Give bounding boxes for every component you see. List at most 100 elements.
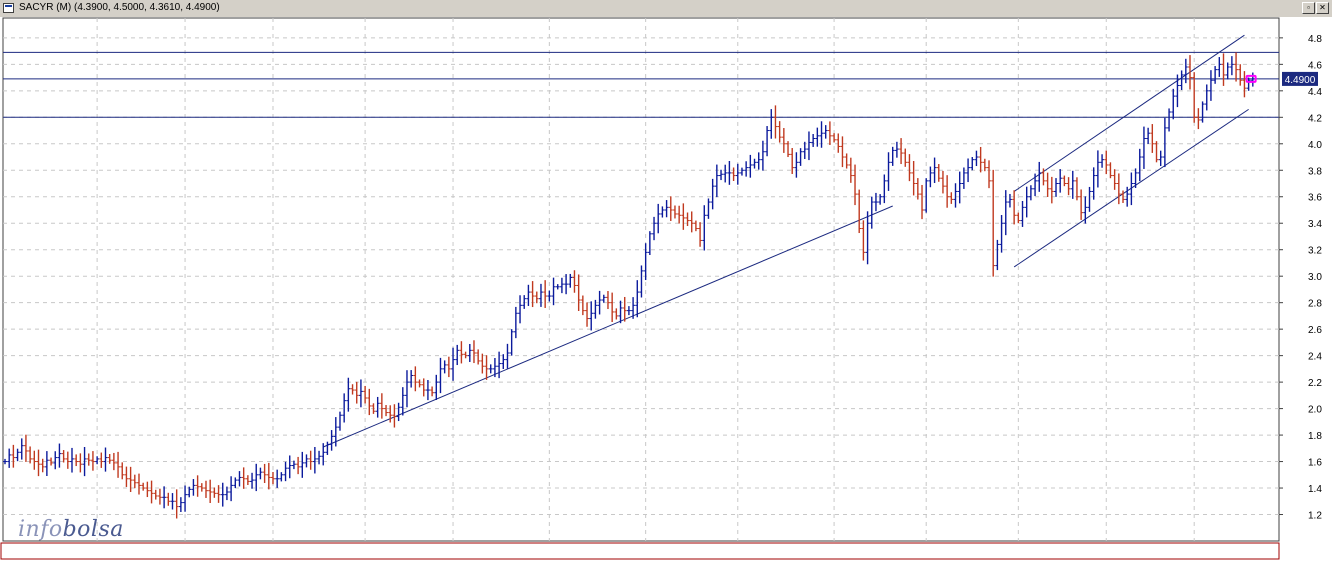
ohlc-bar — [1074, 177, 1079, 201]
ohlc-bar — [1070, 170, 1075, 199]
y-tick-label: 4.8 — [1308, 34, 1322, 45]
ohlc-bar — [1146, 127, 1151, 144]
ohlc-bar — [631, 297, 636, 319]
ohlc-bar — [254, 463, 259, 492]
ohlc-bar — [413, 366, 418, 392]
ohlc-bar — [296, 456, 301, 475]
ohlc-bar — [840, 136, 845, 168]
ohlc-bar — [400, 387, 405, 416]
window-title: SACYR (M) (4.3900, 4.5000, 4.3610, 4.490… — [19, 2, 220, 13]
ohlc-bar — [1062, 175, 1067, 187]
ohlc-bar — [765, 126, 770, 157]
ohlc-bar — [974, 150, 979, 167]
ohlc-bar — [203, 480, 208, 498]
ohlc-bar — [731, 167, 736, 181]
ohlc-bar — [991, 169, 996, 277]
ohlc-bar — [518, 295, 523, 324]
ohlc-bar — [379, 393, 384, 419]
ohlc-bar — [656, 203, 661, 234]
ohlc-bar — [961, 167, 966, 189]
chart-window-icon — [3, 3, 14, 13]
y-axis: 1.2 1.4 1.6 1.8 2.0 2.2 2.4 2.6 2.8 3.0 3.2 3.4 3.6 3… — [1279, 34, 1322, 522]
y-tick-label: 4.6 — [1308, 60, 1322, 71]
ohlc-bar — [894, 141, 899, 158]
restore-button[interactable]: ▫ — [1302, 2, 1315, 14]
ohlc-bar — [660, 206, 665, 218]
ohlc-bar — [224, 486, 229, 501]
ohlc-bar — [471, 340, 476, 364]
ohlc-bar — [987, 160, 992, 189]
ohlc-bar — [1213, 66, 1218, 84]
ohlc-bar — [790, 148, 795, 174]
ohlc-bar — [492, 358, 497, 378]
ohlc-bar — [1045, 172, 1050, 198]
ohlc-bar — [1188, 55, 1193, 90]
ohlc-bar — [685, 212, 690, 227]
ohlc-bar — [317, 450, 322, 465]
ohlc-bar — [1100, 154, 1105, 168]
ohlc-bar — [928, 166, 933, 188]
ohlc-bar — [1229, 56, 1234, 76]
ohlc-bar — [585, 302, 590, 327]
ohlc-bar — [564, 274, 569, 295]
ohlc-bar — [869, 196, 874, 229]
ohlc-bar — [1171, 88, 1176, 120]
ohlc-bar — [1250, 72, 1255, 87]
ohlc-bar — [103, 447, 108, 472]
ohlc-bar — [1054, 178, 1059, 197]
ohlc-bar — [786, 141, 791, 158]
ohlc-bar — [1003, 190, 1008, 236]
ohlc-bar — [65, 451, 70, 469]
ohlc-bar — [480, 353, 485, 374]
y-tick-label: 3.6 — [1308, 193, 1322, 204]
chart-area[interactable]: 1.2 1.4 1.6 1.8 2.0 2.2 2.4 2.6 2.8 3.0 3.2 3.4 3.6 3… — [0, 17, 1332, 561]
ohlc-bar — [593, 299, 598, 319]
y-tick-label: 2.2 — [1308, 378, 1322, 389]
y-tick-label: 3.8 — [1308, 166, 1322, 177]
ohlc-bar — [1246, 77, 1251, 91]
ohlc-bar — [61, 450, 66, 463]
ohlc-bar — [275, 469, 280, 488]
price-bars — [3, 52, 1255, 519]
ohlc-bar — [551, 277, 556, 306]
ohlc-bar — [287, 455, 292, 479]
ohlc-bar — [957, 171, 962, 204]
ohlc-bar — [174, 489, 179, 519]
ohlc-bar — [714, 164, 719, 198]
ohlc-bar — [1141, 126, 1146, 169]
ohlc-bar — [11, 444, 16, 468]
ohlc-bar — [1221, 53, 1226, 86]
ohlc-bar — [1234, 52, 1239, 82]
ohlc-bar — [978, 146, 983, 173]
ohlc-bar — [1200, 101, 1205, 123]
ohlc-bar — [1058, 169, 1063, 193]
close-button[interactable]: ✕ — [1316, 2, 1329, 14]
y-tick-label: 4.4 — [1308, 87, 1322, 98]
ohlc-bar — [438, 357, 443, 394]
ohlc-bar — [610, 292, 615, 323]
ohlc-bar — [509, 329, 514, 356]
ohlc-bar — [237, 471, 242, 487]
ohlc-bar — [40, 458, 45, 473]
ohlc-bar — [250, 472, 255, 489]
ohlc-bar — [932, 157, 937, 183]
ohlc-bar — [580, 295, 585, 316]
last-price-marker: 4.4900 — [1245, 71, 1318, 86]
horizontal-lines — [3, 51, 1279, 118]
ohlc-bar — [1204, 84, 1209, 111]
ohlc-bar — [463, 351, 468, 359]
ohlc-bar — [69, 447, 74, 473]
ohlc-bar — [1179, 70, 1184, 91]
ohlc-bar — [1238, 64, 1243, 86]
ohlc-bar — [396, 402, 401, 422]
ohlc-bar — [781, 128, 786, 153]
ohlc-bar — [949, 192, 954, 204]
ohlc-bar — [1121, 190, 1126, 203]
ohlc-bar — [488, 364, 493, 374]
ohlc-bar — [865, 211, 870, 265]
price-chart[interactable]: 1.2 1.4 1.6 1.8 2.0 2.2 2.4 2.6 2.8 3.0 3.2 3.4 3.6 3… — [0, 17, 1332, 561]
ohlc-bar — [195, 475, 200, 497]
ohlc-bar — [107, 454, 112, 464]
ohlc-bar — [890, 146, 895, 166]
ohlc-bar — [815, 127, 820, 147]
